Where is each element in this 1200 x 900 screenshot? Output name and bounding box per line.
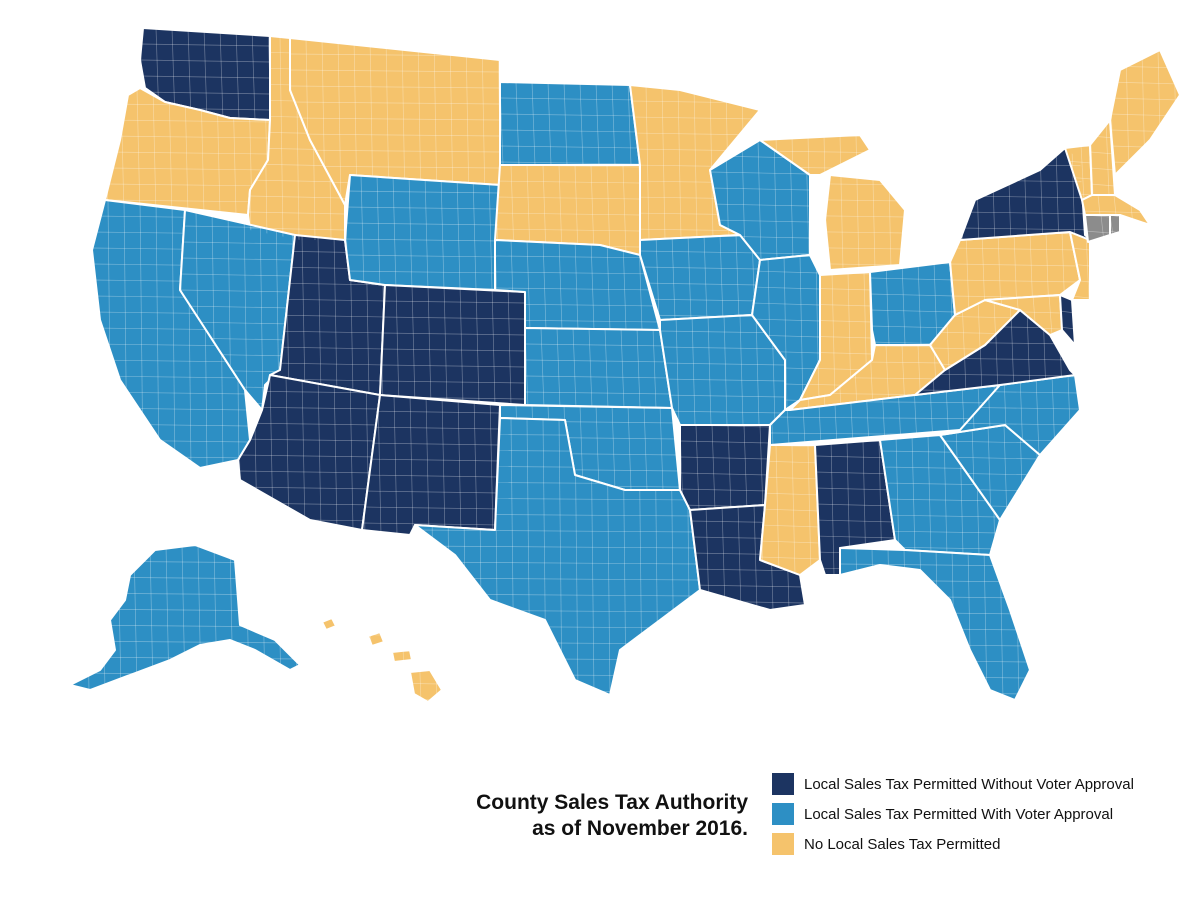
legend-label: Local Sales Tax Permitted Without Voter …	[804, 775, 1134, 793]
map-title: County Sales Tax Authority as of Novembe…	[476, 790, 748, 842]
state-iowa	[639, 234, 761, 321]
title-line-1: County Sales Tax Authority	[476, 791, 748, 814]
state-new-mexico	[361, 394, 501, 536]
legend-item-no-local-tax: No Local Sales Tax Permitted	[772, 832, 1134, 856]
us-county-sales-tax-map	[69, 27, 1181, 703]
state-arkansas	[679, 424, 771, 511]
legend-label: Local Sales Tax Permitted With Voter App…	[804, 805, 1114, 823]
state-michigan	[759, 134, 906, 271]
state-maryland	[984, 294, 1063, 336]
state-connecticut	[1084, 214, 1111, 243]
legend-swatch	[772, 803, 794, 825]
title-line-2: as of November 2016.	[532, 817, 748, 840]
legend-swatch	[772, 773, 794, 795]
state-north-dakota	[499, 81, 641, 166]
legend-item-with-voter-approval: Local Sales Tax Permitted With Voter App…	[772, 802, 1134, 826]
state-florida	[839, 547, 1031, 701]
legend-label: No Local Sales Tax Permitted	[804, 835, 1001, 853]
state-kansas	[524, 327, 673, 409]
state-delaware	[1059, 294, 1076, 346]
state-hawaii	[321, 617, 443, 703]
state-alaska	[69, 544, 301, 691]
state-texas	[414, 417, 701, 696]
state-maine	[1109, 49, 1181, 176]
legend-swatch	[772, 833, 794, 855]
legend-item-without-voter-approval: Local Sales Tax Permitted Without Voter …	[772, 772, 1134, 796]
state-montana	[289, 37, 501, 206]
state-rhode-island	[1109, 214, 1121, 236]
legend: Local Sales Tax Permitted Without Voter …	[772, 772, 1134, 862]
